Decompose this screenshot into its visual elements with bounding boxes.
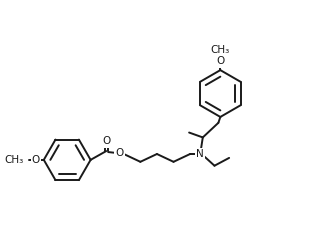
Text: O: O	[216, 56, 224, 66]
Text: CH₃: CH₃	[211, 45, 230, 55]
Text: O: O	[102, 136, 110, 146]
Text: O: O	[116, 148, 124, 158]
Text: CH₃: CH₃	[4, 155, 23, 165]
Text: N: N	[196, 149, 204, 159]
Text: O: O	[32, 155, 40, 165]
